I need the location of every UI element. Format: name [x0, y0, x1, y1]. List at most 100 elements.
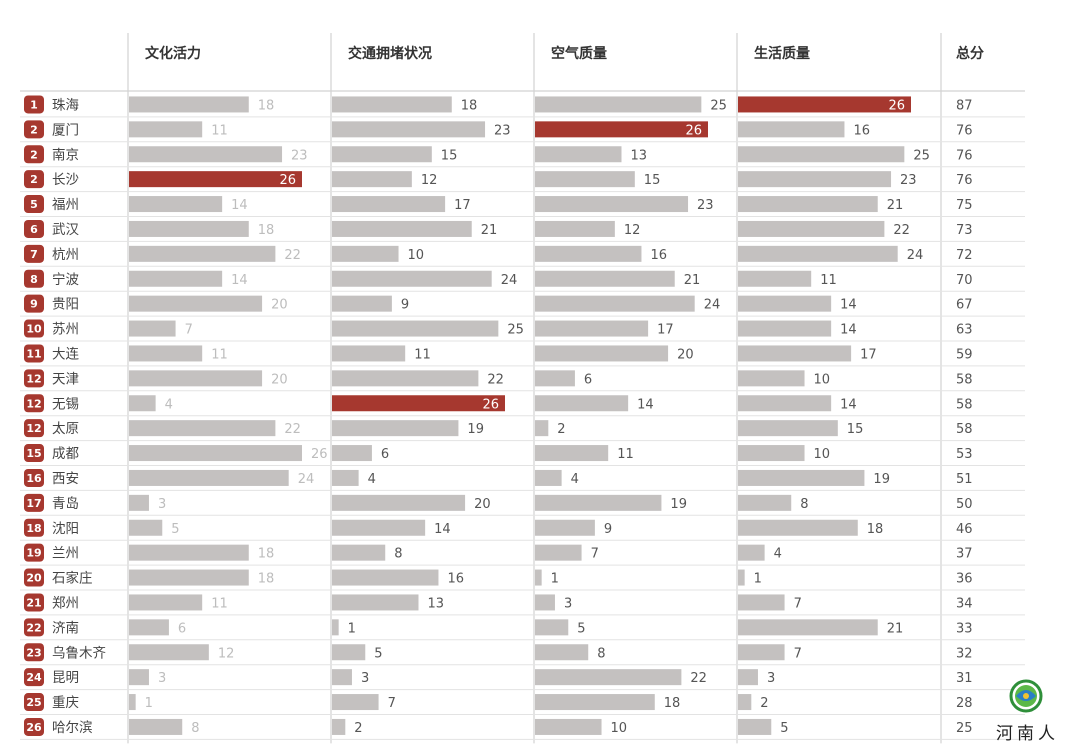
bar-value-label: 21	[684, 273, 701, 288]
bar-value-label: 25	[507, 323, 524, 338]
city-name: 武汉	[52, 222, 79, 238]
city-name: 贵阳	[52, 297, 79, 313]
rank-number: 21	[26, 596, 41, 609]
rank-number: 12	[26, 372, 41, 385]
bar	[535, 644, 589, 661]
bar-value-label: 6	[381, 447, 389, 462]
bar	[332, 544, 386, 561]
bar-value-label: 26	[888, 98, 905, 113]
city-name: 成都	[52, 446, 79, 462]
rank-badge	[24, 219, 44, 238]
bar-value-label: 25	[710, 98, 727, 113]
bar	[332, 320, 499, 337]
total-score: 75	[956, 198, 973, 213]
rank-badge	[24, 394, 44, 413]
bar-value-label: 24	[501, 273, 518, 288]
bar-value-label: 18	[664, 696, 681, 711]
column-header-1: 交通拥堵状况	[348, 45, 432, 62]
bar-value-label: 8	[597, 646, 605, 661]
bar-highlight	[332, 395, 505, 412]
bar	[738, 619, 878, 636]
bar-value-label: 3	[361, 671, 369, 686]
bar-value-label: 12	[624, 223, 641, 238]
rank-number: 7	[30, 248, 38, 261]
bar-value-label: 4	[774, 547, 782, 562]
bar-highlight	[535, 121, 708, 138]
total-score: 51	[956, 472, 973, 487]
bar-value-label: 17	[860, 347, 877, 362]
bar-value-label: 26	[482, 397, 499, 412]
bar-value-label: 2	[354, 721, 362, 736]
rank-badge	[24, 269, 44, 288]
bar-value-label: 21	[481, 223, 498, 238]
bar	[535, 420, 549, 437]
rank-number: 1	[30, 98, 38, 111]
city-name: 苏州	[52, 322, 79, 338]
bar	[535, 345, 669, 362]
bar-value-label: 10	[814, 447, 831, 462]
bar	[535, 370, 575, 387]
bar-value-label: 10	[814, 372, 831, 387]
bar	[332, 644, 366, 661]
total-score: 76	[956, 123, 973, 138]
rank-badge	[24, 170, 44, 189]
bar	[738, 420, 838, 437]
bar	[129, 270, 223, 287]
rank-badge	[24, 294, 44, 313]
rank-badge	[24, 120, 44, 139]
bar-value-label: 24	[907, 248, 924, 263]
bar-value-label: 12	[421, 173, 438, 188]
bar	[129, 669, 149, 686]
bar-value-label: 8	[394, 547, 402, 562]
bar	[129, 345, 203, 362]
bar-value-label: 16	[853, 123, 870, 138]
bar	[332, 469, 359, 486]
rank-badge	[24, 717, 44, 736]
bar-value-label: 8	[800, 497, 808, 512]
bar-value-label: 3	[767, 671, 775, 686]
bar-value-label: 7	[591, 547, 599, 562]
bar	[738, 718, 772, 735]
bar-value-label: 11	[211, 123, 228, 138]
city-name: 厦门	[52, 122, 79, 138]
bar-value-label: 25	[913, 148, 930, 163]
city-name: 大连	[52, 346, 79, 362]
bar-value-label: 16	[650, 248, 667, 263]
rank-number: 11	[26, 347, 41, 360]
bar-value-label: 18	[258, 223, 275, 238]
column-header-4: 总分	[956, 45, 984, 62]
bar-value-label: 22	[690, 671, 707, 686]
city-name: 济南	[52, 620, 79, 636]
bar	[129, 569, 249, 586]
bar-value-label: 1	[348, 621, 356, 636]
bar-value-label: 14	[434, 522, 451, 537]
bar	[535, 320, 649, 337]
bar-value-label: 24	[704, 298, 721, 313]
bar	[129, 320, 176, 337]
bar	[738, 569, 745, 586]
rank-badge	[24, 543, 44, 562]
bar-value-label: 5	[171, 522, 179, 537]
bar	[332, 669, 352, 686]
bar-value-label: 5	[780, 721, 788, 736]
bar-value-label: 19	[467, 422, 484, 437]
bar	[738, 270, 812, 287]
bar-value-label: 7	[388, 696, 396, 711]
bar-value-label: 26	[311, 447, 328, 462]
bar	[332, 270, 492, 287]
bar	[535, 494, 662, 511]
city-name: 杭州	[52, 247, 79, 263]
bar-value-label: 8	[191, 721, 199, 736]
bar	[129, 519, 163, 536]
bar	[129, 196, 223, 213]
bar-value-label: 26	[279, 173, 296, 188]
bar	[332, 594, 419, 611]
bar-value-label: 18	[461, 98, 478, 113]
bar	[535, 445, 609, 462]
bar-value-label: 7	[794, 596, 802, 611]
bar	[738, 644, 785, 661]
total-score: 59	[956, 347, 973, 362]
bar-value-label: 20	[677, 347, 694, 362]
bar	[332, 370, 479, 387]
bar-value-label: 18	[867, 522, 884, 537]
